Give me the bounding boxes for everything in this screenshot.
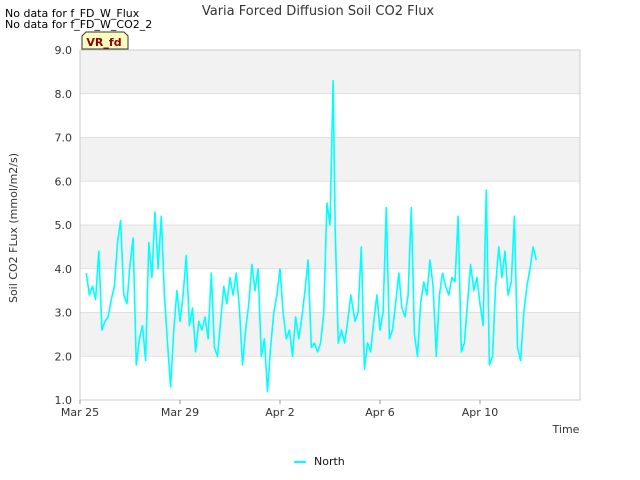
x-tick-label: Apr 10 <box>462 406 499 419</box>
legend[interactable]: North <box>294 455 345 468</box>
chart-title: Varia Forced Diffusion Soil CO2 Flux <box>202 4 435 19</box>
no-data-message-flux: No data for f_FD_W_Flux <box>5 7 140 20</box>
badge-label: VR_fd <box>86 36 121 49</box>
y-tick-label: 9.0 <box>55 44 73 57</box>
badge: VR_fd <box>81 31 129 50</box>
x-axis-title: Time <box>552 423 580 436</box>
plot-band <box>80 50 580 94</box>
x-tick-label: Mar 25 <box>61 406 99 419</box>
y-tick-labels: 1.0 2.0 3.0 4.0 5.0 6.0 7.0 8.0 9.0 <box>55 44 73 407</box>
plot-band <box>80 312 580 357</box>
badge-shape <box>81 31 129 50</box>
legend-label-north: North <box>314 455 345 468</box>
y-tick-label: 7.0 <box>55 132 73 145</box>
plot-frame <box>79 49 581 401</box>
y-tick-label: 8.0 <box>55 88 73 101</box>
y-axis-title: Soil CO2 FLux (mmol/m2/s) <box>7 153 20 303</box>
x-tick-labels: Mar 25 Mar 29 Apr 2 Apr 6 Apr 10 <box>61 400 498 419</box>
plot-band <box>80 137 580 182</box>
x-tick-label: Apr 2 <box>265 406 295 419</box>
y-tick-label: 5.0 <box>55 219 73 232</box>
x-tick-label: Apr 6 <box>365 406 395 419</box>
y-tick-label: 6.0 <box>55 175 73 188</box>
y-tick-label: 4.0 <box>55 263 73 276</box>
x-tick-label: Mar 29 <box>161 406 199 419</box>
plot-bands <box>80 50 580 357</box>
no-data-message-co2: No data for f_FD_W_CO2_2 <box>5 18 153 31</box>
y-tick-label: 3.0 <box>55 307 73 320</box>
series-line-north <box>85 79 538 393</box>
y-tick-label: 2.0 <box>55 350 73 363</box>
y-tick-label: 1.0 <box>55 394 73 407</box>
